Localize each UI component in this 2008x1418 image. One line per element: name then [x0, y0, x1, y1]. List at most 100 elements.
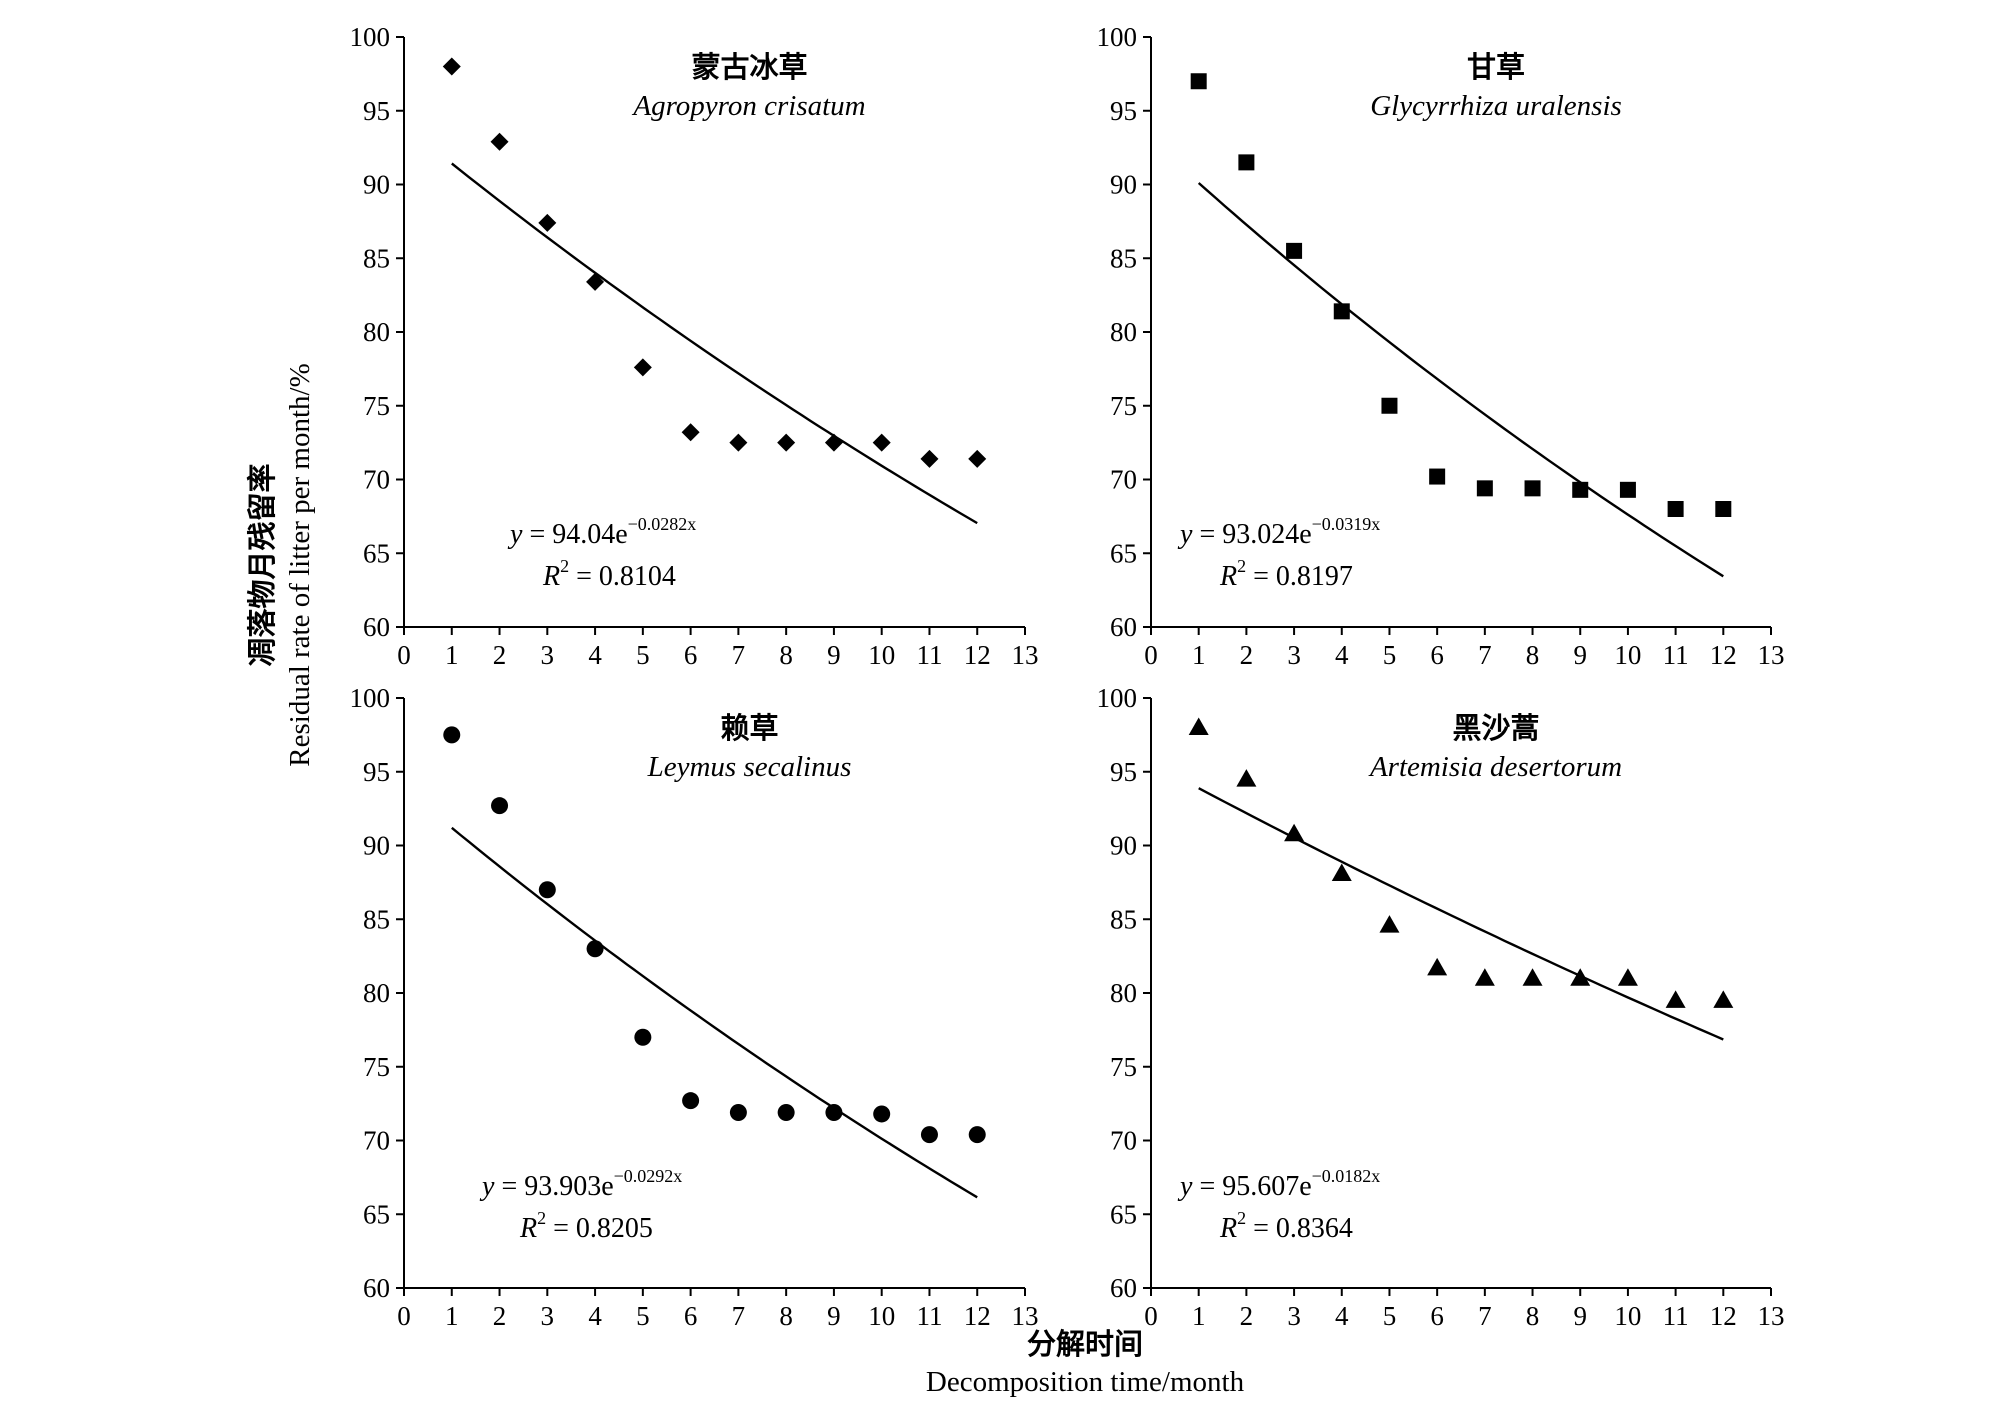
- y-tick-label: 85: [1110, 243, 1137, 273]
- data-point: [1190, 73, 1207, 90]
- x-tick-label: 10: [1614, 1301, 1641, 1331]
- x-axis-label-en: Decomposition time/month: [926, 1366, 1245, 1398]
- data-point: [729, 1103, 747, 1121]
- data-point: [1667, 501, 1684, 517]
- data-point: [1474, 968, 1495, 986]
- y-tick-label: 60: [363, 1273, 390, 1303]
- x-tick-label: 10: [1614, 640, 1641, 670]
- x-tick-label: 9: [827, 1301, 841, 1331]
- data-point: [729, 433, 748, 452]
- data-point: [968, 449, 987, 468]
- panel-title: 黑沙蒿: [1452, 711, 1539, 745]
- y-tick-label: 95: [363, 96, 390, 126]
- x-tick-label: 11: [916, 1301, 942, 1331]
- x-tick-label: 10: [868, 1301, 895, 1331]
- data-point: [1284, 823, 1305, 842]
- x-tick-label: 3: [1287, 640, 1301, 670]
- x-tick-label: 1: [1192, 640, 1206, 670]
- fit-equation: y = 93.024e−0.0319x: [1177, 514, 1380, 550]
- x-tick-label: 3: [541, 1301, 555, 1331]
- x-tick-label: 2: [493, 640, 507, 670]
- x-tick-label: 10: [868, 640, 895, 670]
- panel-title: 甘草: [1467, 50, 1525, 84]
- y-tick-label: 75: [1110, 391, 1137, 421]
- y-tick-label: 85: [363, 904, 390, 934]
- fit-equation: y = 95.607e−0.0182x: [1177, 1166, 1380, 1202]
- data-point: [968, 1126, 986, 1144]
- x-tick-label: 2: [1240, 1301, 1254, 1331]
- x-tick-label: 2: [493, 1301, 507, 1331]
- x-tick-label: 8: [779, 640, 793, 670]
- x-tick-label: 7: [732, 640, 746, 670]
- r-squared: R2 = 0.8197: [1219, 556, 1353, 592]
- data-point: [490, 132, 509, 151]
- y-tick-label: 85: [1110, 904, 1137, 934]
- data-point: [873, 1105, 891, 1123]
- x-tick-label: 13: [1012, 640, 1039, 670]
- r-squared: R2 = 0.8205: [519, 1208, 653, 1244]
- x-tick-label: 5: [636, 640, 650, 670]
- y-tick-label: 95: [1110, 96, 1137, 126]
- y-tick-label: 75: [363, 391, 390, 421]
- data-point: [1333, 303, 1350, 320]
- y-tick-label: 70: [363, 465, 390, 495]
- x-tick-label: 13: [1012, 1301, 1039, 1331]
- x-tick-label: 4: [1335, 1301, 1349, 1331]
- x-tick-label: 11: [1663, 640, 1689, 670]
- data-point: [681, 423, 700, 442]
- x-tick-label: 12: [1710, 1301, 1737, 1331]
- y-tick-label: 100: [350, 683, 391, 713]
- data-point: [586, 940, 604, 958]
- x-tick-label: 9: [1573, 640, 1587, 670]
- y-tick-label: 80: [363, 978, 390, 1008]
- r-squared: R2 = 0.8364: [1219, 1208, 1353, 1244]
- data-point: [920, 449, 939, 468]
- fit-curve: [451, 826, 978, 1199]
- data-point: [682, 1092, 700, 1110]
- x-tick-label: 6: [1430, 1301, 1444, 1331]
- data-point: [777, 1103, 795, 1121]
- x-tick-label: 12: [1710, 640, 1737, 670]
- data-point: [538, 881, 556, 899]
- x-tick-label: 8: [1526, 1301, 1540, 1331]
- y-tick-label: 80: [363, 317, 390, 347]
- data-point: [1617, 968, 1638, 986]
- x-tick-label: 6: [1430, 640, 1444, 670]
- panel-subtitle: Leymus secalinus: [647, 751, 852, 783]
- fit-curve: [1198, 787, 1724, 1041]
- y-tick-label: 70: [363, 1126, 390, 1156]
- x-tick-label: 5: [636, 1301, 650, 1331]
- x-tick-label: 4: [1335, 640, 1349, 670]
- data-point: [442, 57, 461, 76]
- x-tick-label: 0: [397, 640, 411, 670]
- data-point: [1572, 481, 1589, 498]
- data-point: [538, 213, 557, 232]
- y-tick-label: 65: [1110, 538, 1137, 568]
- y-tick-label: 75: [1110, 1052, 1137, 1082]
- y-tick-label: 70: [1110, 1126, 1137, 1156]
- data-point: [1188, 717, 1209, 735]
- data-point: [872, 433, 891, 452]
- y-tick-label: 90: [1110, 170, 1137, 200]
- data-point: [1238, 154, 1255, 171]
- x-tick-label: 4: [588, 1301, 602, 1331]
- data-point: [1524, 480, 1541, 497]
- panel-title: 赖草: [720, 711, 778, 745]
- y-tick-label: 65: [363, 1199, 390, 1229]
- data-point: [633, 358, 652, 377]
- data-point: [634, 1028, 652, 1046]
- x-tick-label: 12: [964, 640, 991, 670]
- y-tick-label: 100: [1097, 22, 1138, 52]
- x-tick-label: 13: [1758, 1301, 1785, 1331]
- data-point: [1379, 915, 1400, 933]
- y-tick-label: 70: [1110, 465, 1137, 495]
- y-tick-label: 80: [1110, 317, 1137, 347]
- data-point: [1665, 990, 1686, 1008]
- data-point: [920, 1126, 938, 1144]
- x-tick-label: 8: [1526, 640, 1540, 670]
- data-point: [443, 726, 461, 744]
- y-tick-label: 95: [1110, 757, 1137, 787]
- y-tick-label: 75: [363, 1052, 390, 1082]
